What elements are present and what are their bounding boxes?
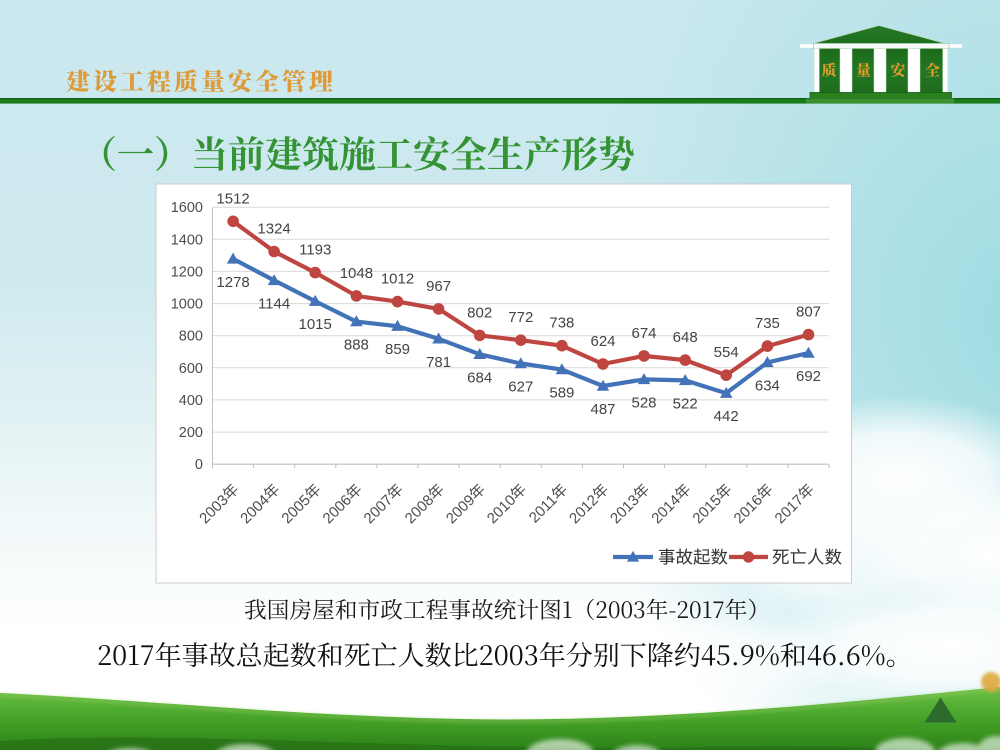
svg-text:1278: 1278 <box>216 274 249 291</box>
svg-text:442: 442 <box>714 408 739 425</box>
svg-text:800: 800 <box>179 329 203 345</box>
svg-text:1400: 1400 <box>171 232 203 248</box>
svg-text:400: 400 <box>179 393 203 409</box>
svg-text:807: 807 <box>796 304 821 321</box>
svg-text:1193: 1193 <box>299 242 331 259</box>
svg-text:772: 772 <box>508 309 533 326</box>
svg-text:627: 627 <box>508 379 533 396</box>
svg-text:738: 738 <box>549 315 574 332</box>
svg-text:692: 692 <box>796 368 821 385</box>
svg-text:684: 684 <box>467 369 492 386</box>
svg-text:674: 674 <box>631 325 656 342</box>
svg-text:1200: 1200 <box>171 264 203 280</box>
svg-text:735: 735 <box>755 315 780 332</box>
svg-text:1015: 1015 <box>299 316 332 333</box>
svg-text:634: 634 <box>755 377 780 394</box>
svg-text:1048: 1048 <box>340 265 373 282</box>
svg-text:0: 0 <box>195 457 203 473</box>
svg-text:522: 522 <box>673 395 698 412</box>
svg-text:528: 528 <box>631 394 656 411</box>
svg-text:1000: 1000 <box>171 297 203 313</box>
svg-text:1324: 1324 <box>257 221 290 238</box>
svg-text:888: 888 <box>344 337 369 354</box>
svg-text:859: 859 <box>385 341 410 358</box>
svg-text:967: 967 <box>426 278 451 295</box>
svg-text:1600: 1600 <box>171 200 203 216</box>
svg-text:487: 487 <box>590 401 615 418</box>
svg-text:1012: 1012 <box>381 271 414 288</box>
svg-text:600: 600 <box>179 361 203 377</box>
svg-text:781: 781 <box>426 354 451 371</box>
svg-text:1144: 1144 <box>258 295 290 312</box>
svg-text:1512: 1512 <box>216 190 249 207</box>
svg-text:624: 624 <box>590 333 615 350</box>
svg-text:200: 200 <box>179 425 203 441</box>
svg-text:648: 648 <box>673 329 698 346</box>
svg-text:589: 589 <box>549 385 574 402</box>
svg-text:802: 802 <box>467 304 492 321</box>
svg-text:554: 554 <box>714 344 739 361</box>
